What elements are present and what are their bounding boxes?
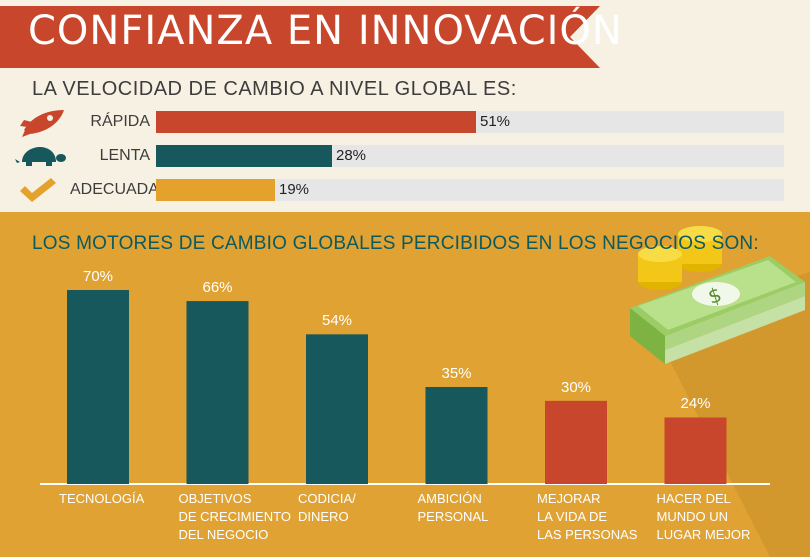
speed-bar-rapida (156, 111, 476, 133)
speed-track-lenta (156, 145, 784, 167)
speed-value-rapida: 51% (480, 113, 511, 130)
bar-value-mundo-mejor: 24% (680, 395, 711, 413)
bar-value-codicia: 54% (321, 312, 353, 330)
bar-value-tecnologia: 70% (82, 268, 114, 285)
speed-value-adecuada: 19% (279, 181, 310, 198)
title-banner (0, 6, 600, 68)
speed-track-adecuada (156, 179, 784, 201)
speed-label-lenta: LENTA (99, 147, 150, 164)
turtle-icon (15, 147, 66, 166)
bar-value-crecimiento: 66% (202, 279, 233, 297)
money-stack-icon: $ (630, 226, 810, 557)
bar-tecnologia (67, 290, 129, 484)
category-label-codicia: CODICIA/ DINERO (298, 491, 356, 524)
speed-value-lenta: 28% (336, 147, 367, 164)
speed-bar-lenta (156, 145, 332, 167)
bar-codicia (306, 334, 368, 484)
speed-track-rapida (156, 111, 784, 133)
category-label-mundo-mejor: HACER DEL MUNDO UN LUGAR MEJOR (656, 491, 751, 542)
drivers-chart-title: LOS MOTORES DE CAMBIO GLOBALES PERCIBIDO… (32, 233, 759, 254)
speed-chart-title: LA VELOCIDAD DE CAMBIO A NIVEL GLOBAL ES… (32, 78, 517, 100)
drivers-section: $ LOS MOTORES DE CAMBIO GLOBALES PERCIBI… (0, 212, 810, 557)
category-label-mejorar-vida: MEJORAR LA VIDA DE LAS PERSONAS (537, 491, 638, 542)
category-label-ambicion: AMBICIÓN PERSONAL (417, 491, 489, 524)
checkmark-icon (20, 178, 56, 202)
speed-label-adecuada: ADECUADA (70, 181, 159, 198)
speed-section: CONFIANZA EN INNOVACIÓN LA VELOCIDAD DE … (0, 0, 810, 212)
speed-bar-adecuada (156, 179, 275, 201)
bar-value-ambicion: 35% (441, 365, 472, 382)
category-label-tecnologia: TECNOLOGÍA (59, 491, 145, 506)
bar-mundo-mejor (664, 417, 727, 484)
speed-label-rapida: RÁPIDA (90, 113, 150, 130)
category-label-crecimiento: OBJETIVOS DE CRECIMIENTO DEL NEGOCIO (178, 491, 291, 542)
bar-crecimiento (186, 301, 249, 484)
drivers-chart (40, 290, 770, 485)
rocket-icon (20, 110, 64, 137)
page-title: CONFIANZA EN INNOVACIÓN (28, 8, 623, 54)
bar-ambicion (425, 387, 488, 484)
bar-mejorar-vida (545, 400, 607, 484)
bar-value-mejorar-vida: 30% (560, 378, 592, 396)
